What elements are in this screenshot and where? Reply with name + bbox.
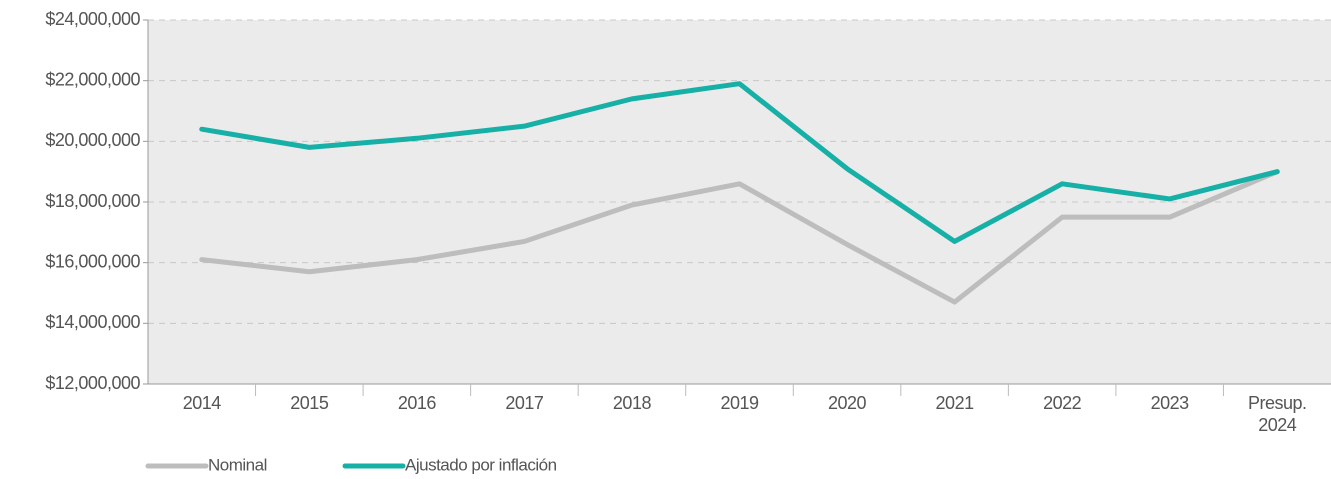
y-tick-label: $20,000,000 [45, 130, 140, 150]
x-tick-label: 2016 [397, 393, 437, 413]
legend-label: Nominal [208, 455, 267, 474]
legend-label: Ajustado por inflación [405, 455, 557, 474]
line-series [199, 169, 1280, 305]
x-tick-label: 2023 [1150, 393, 1190, 413]
x-tick-label: 2019 [720, 393, 759, 413]
x-tick-label: 2021 [935, 393, 975, 413]
x-tick-label: 2022 [1043, 393, 1082, 413]
y-tick-label: $24,000,000 [45, 9, 140, 29]
y-tick-label: $22,000,000 [45, 69, 140, 89]
x-tick-label: 2014 [182, 393, 222, 413]
y-tick-label: $18,000,000 [45, 191, 140, 211]
y-tick-label: $14,000,000 [45, 312, 140, 332]
x-tick-label: 2020 [828, 393, 867, 413]
y-tick-label: $16,000,000 [45, 251, 140, 271]
x-tick-label: 2018 [612, 393, 652, 413]
x-tick-label: 2017 [505, 393, 544, 413]
y-tick-label: $12,000,000 [45, 373, 140, 393]
plot-background [148, 20, 1331, 384]
line-series [199, 81, 1280, 244]
x-tick-label: 2015 [290, 393, 329, 413]
x-tick-label: Presup. 2024 [1247, 393, 1307, 435]
